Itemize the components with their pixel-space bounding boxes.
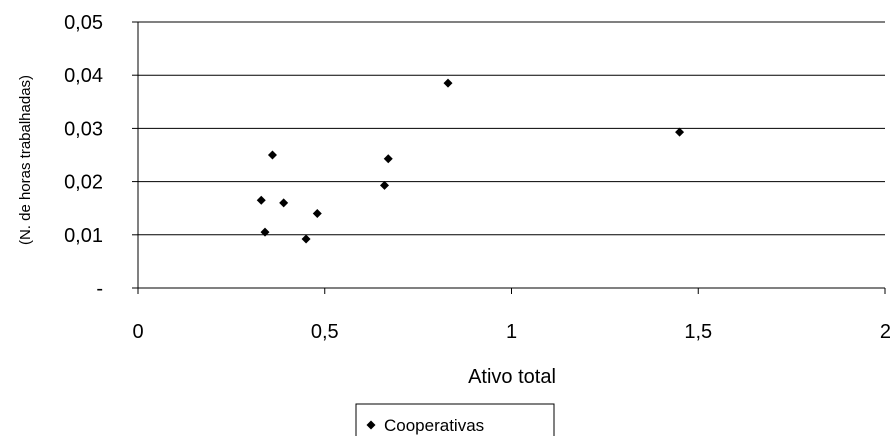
legend-marker-diamond <box>366 420 376 430</box>
y-tick-label-5: 0,05 <box>64 12 103 34</box>
data-point-0-2 <box>267 150 277 160</box>
data-point-0-3 <box>279 198 289 208</box>
x-tick-label-0: 0 <box>132 321 143 343</box>
x-tick-label-3: 1,5 <box>684 321 712 343</box>
y-axis-ticks: - 0,01 0,02 0,03 0,04 0,05 <box>64 12 138 300</box>
data-point-0-1 <box>260 227 270 237</box>
data-point-0-0 <box>256 195 266 205</box>
axes <box>137 22 885 289</box>
data-points <box>256 78 685 244</box>
y-tick-label-2: 0,02 <box>64 172 103 194</box>
x-tick-label-1: 0,5 <box>311 321 339 343</box>
gridlines <box>138 21 885 236</box>
x-axis-ticks: 0 0,5 1 1,5 2 <box>132 288 891 343</box>
legend: Cooperativas <box>355 403 555 436</box>
y-tick-label-0: - <box>96 278 103 300</box>
y-tick-label-4: 0,04 <box>64 65 103 87</box>
y-tick-label-3: 0,03 <box>64 118 103 140</box>
legend-label-cooperativas: Cooperativas <box>384 416 484 435</box>
data-point-0-7 <box>383 154 393 164</box>
x-tick-label-2: 1 <box>506 321 517 343</box>
data-point-0-4 <box>301 234 311 244</box>
x-axis-title: Ativo total <box>468 366 556 388</box>
data-point-0-8 <box>443 78 453 88</box>
y-tick-label-1: 0,01 <box>64 225 103 247</box>
data-point-0-9 <box>675 127 685 137</box>
x-tick-label-4: 2 <box>880 321 891 343</box>
y-axis-title: (N. de horas trabalhadas) <box>17 75 34 245</box>
data-point-0-5 <box>312 209 322 219</box>
data-point-0-6 <box>380 180 390 190</box>
legend-box <box>355 403 555 436</box>
